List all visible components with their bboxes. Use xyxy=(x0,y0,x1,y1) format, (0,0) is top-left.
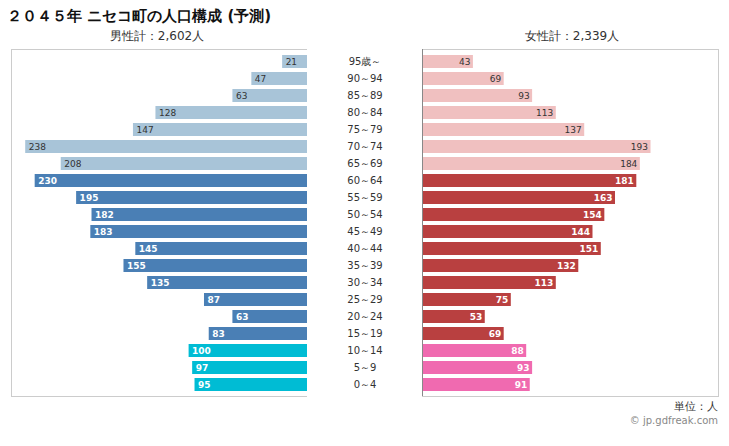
svg-text:155: 155 xyxy=(127,261,146,271)
svg-text:91: 91 xyxy=(515,380,528,390)
svg-text:40～44: 40～44 xyxy=(347,243,382,254)
svg-text:154: 154 xyxy=(583,210,602,220)
svg-text:163: 163 xyxy=(594,193,613,203)
svg-text:100: 100 xyxy=(192,346,211,356)
svg-text:47: 47 xyxy=(255,74,266,84)
svg-text:195: 195 xyxy=(80,193,99,203)
svg-text:144: 144 xyxy=(571,227,590,237)
svg-text:183: 183 xyxy=(94,227,113,237)
svg-text:65～69: 65～69 xyxy=(347,158,382,169)
svg-text:95歳～: 95歳～ xyxy=(349,56,382,67)
svg-text:145: 145 xyxy=(139,244,158,254)
svg-text:132: 132 xyxy=(557,261,576,271)
svg-text:15～19: 15～19 xyxy=(347,328,382,339)
svg-text:88: 88 xyxy=(511,346,524,356)
svg-text:63: 63 xyxy=(236,312,249,322)
html-text:女性計：2,339人: 女性計：2,339人 xyxy=(524,29,620,43)
svg-text:10～14: 10～14 xyxy=(347,345,382,356)
svg-text:80～84: 80～84 xyxy=(347,107,382,118)
svg-text:69: 69 xyxy=(489,329,502,339)
html-text:２０４５年 ニセコ町の人口構成 (予測): ２０４５年 ニセコ町の人口構成 (予測) xyxy=(7,7,272,25)
svg-text:97: 97 xyxy=(196,363,209,373)
svg-text:238: 238 xyxy=(29,142,46,152)
svg-text:87: 87 xyxy=(207,295,220,305)
svg-text:63: 63 xyxy=(236,91,247,101)
svg-text:20～24: 20～24 xyxy=(347,311,382,322)
svg-text:45～49: 45～49 xyxy=(347,226,382,237)
svg-text:0～4: 0～4 xyxy=(354,379,377,390)
svg-text:55～59: 55～59 xyxy=(347,192,382,203)
svg-text:25～29: 25～29 xyxy=(347,294,382,305)
svg-text:83: 83 xyxy=(212,329,225,339)
svg-text:182: 182 xyxy=(95,210,114,220)
svg-text:113: 113 xyxy=(534,278,553,288)
svg-text:230: 230 xyxy=(38,176,57,186)
svg-text:43: 43 xyxy=(459,57,470,67)
html-text:単位：人: 単位：人 xyxy=(674,400,718,413)
svg-text:21: 21 xyxy=(286,57,297,67)
html-text:男性計：2,602人: 男性計：2,602人 xyxy=(109,29,205,43)
svg-text:85～89: 85～89 xyxy=(347,90,382,101)
svg-text:70～74: 70～74 xyxy=(347,141,382,152)
svg-text:95: 95 xyxy=(198,380,211,390)
svg-text:69: 69 xyxy=(490,74,502,84)
svg-text:181: 181 xyxy=(615,176,634,186)
svg-text:208: 208 xyxy=(64,159,81,169)
svg-text:147: 147 xyxy=(136,125,153,135)
svg-text:184: 184 xyxy=(620,159,637,169)
svg-text:135: 135 xyxy=(151,278,170,288)
svg-text:93: 93 xyxy=(517,363,530,373)
svg-text:193: 193 xyxy=(631,142,648,152)
svg-text:113: 113 xyxy=(536,108,553,118)
svg-text:75～79: 75～79 xyxy=(347,124,382,135)
svg-text:75: 75 xyxy=(496,295,509,305)
html-text:© jp.gdfreak.com: © jp.gdfreak.com xyxy=(629,415,718,426)
svg-text:30～34: 30～34 xyxy=(347,277,382,288)
svg-text:35～39: 35～39 xyxy=(347,260,382,271)
svg-text:137: 137 xyxy=(565,125,582,135)
svg-text:128: 128 xyxy=(159,108,176,118)
svg-text:93: 93 xyxy=(518,91,529,101)
svg-text:53: 53 xyxy=(470,312,483,322)
svg-text:60～64: 60～64 xyxy=(347,175,382,186)
svg-text:151: 151 xyxy=(579,244,598,254)
svg-text:50～54: 50～54 xyxy=(347,209,382,220)
svg-text:90～94: 90～94 xyxy=(347,73,382,84)
svg-text:5～9: 5～9 xyxy=(354,362,377,373)
